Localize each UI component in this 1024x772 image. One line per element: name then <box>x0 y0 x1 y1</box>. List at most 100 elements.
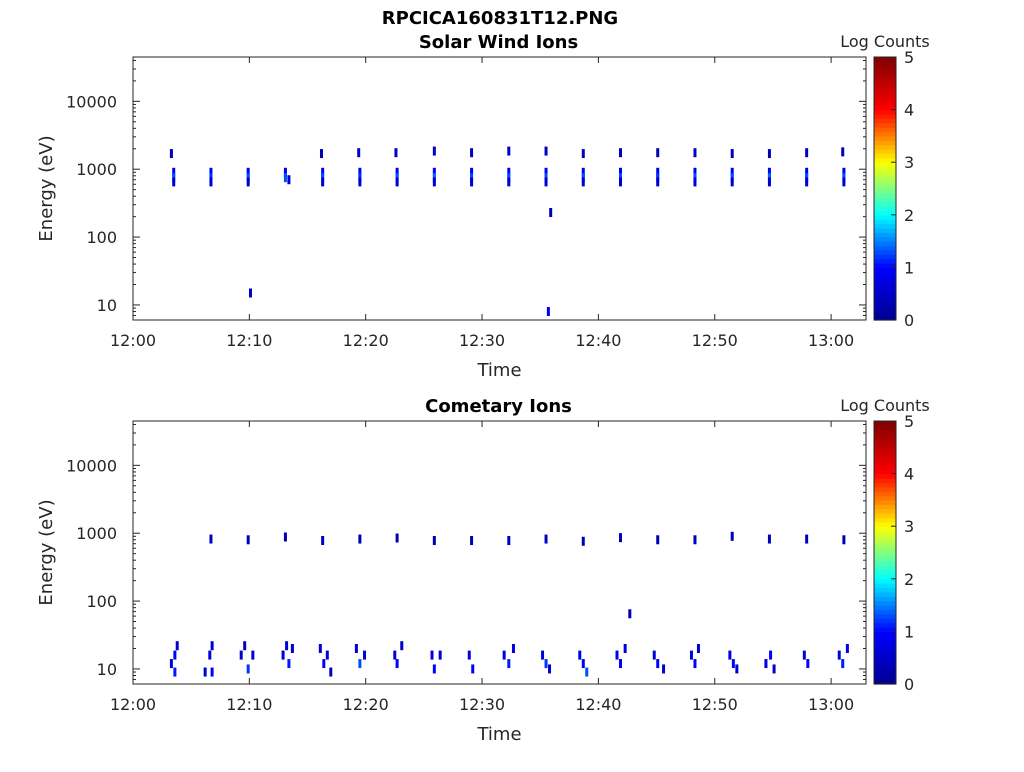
data-cell <box>319 149 323 159</box>
colorbar-segment <box>874 561 896 567</box>
data-cell <box>549 208 553 218</box>
data-cell <box>394 148 398 158</box>
data-cell <box>471 664 475 674</box>
colorbar-segment <box>874 302 896 308</box>
colorbar-segment <box>874 219 896 225</box>
data-cell <box>619 167 623 177</box>
data-cell <box>169 149 173 159</box>
data-cell <box>615 650 619 660</box>
colorbar-segment <box>874 486 896 492</box>
colorbar-segment <box>874 653 896 659</box>
colorbar-segment <box>874 109 896 115</box>
data-cell <box>246 167 250 177</box>
colorbar-segment <box>874 258 896 264</box>
data-cell <box>581 177 585 187</box>
x-tick-label: 12:30 <box>459 331 505 350</box>
x-tick-label: 12:00 <box>110 695 156 714</box>
colorbar-segment <box>874 113 896 119</box>
data-cell <box>805 148 809 158</box>
data-cell <box>175 641 179 651</box>
data-cell <box>662 664 666 674</box>
data-cell <box>209 167 213 177</box>
data-cell <box>772 664 776 674</box>
data-cell <box>805 167 809 177</box>
colorbar-label: Log Counts <box>840 396 930 415</box>
colorbar-tick-label: 1 <box>904 258 914 277</box>
colorbar-segment <box>874 473 896 479</box>
panel-title: Solar Wind Ions <box>419 32 578 53</box>
colorbar-segment <box>874 644 896 650</box>
data-cell <box>290 644 294 654</box>
colorbar-segment <box>874 526 896 532</box>
data-cell <box>358 534 362 544</box>
data-cell <box>246 177 250 187</box>
data-cell <box>287 659 291 669</box>
colorbar-segment <box>874 100 896 106</box>
colorbar-tick-label: 5 <box>904 412 914 431</box>
data-cell <box>502 650 506 660</box>
data-cell <box>249 288 253 298</box>
colorbar-segment <box>874 508 896 514</box>
x-tick-label: 13:00 <box>808 695 854 714</box>
colorbar-segment <box>874 87 896 93</box>
colorbar-segment <box>874 175 896 181</box>
colorbar-tick-label: 0 <box>904 675 914 694</box>
data-cell <box>470 536 474 546</box>
y-tick-label: 10000 <box>66 92 117 111</box>
colorbar-segment <box>874 456 896 462</box>
colorbar-segment <box>874 70 896 76</box>
data-cell <box>619 659 623 669</box>
plot-area <box>133 421 866 684</box>
x-tick-label: 12:50 <box>692 331 738 350</box>
y-tick-label: 100 <box>86 228 117 247</box>
data-cell <box>693 167 697 177</box>
data-cell <box>805 177 809 187</box>
colorbar-segment <box>874 179 896 185</box>
colorbar-segment <box>874 618 896 624</box>
data-cell <box>802 650 806 660</box>
data-cell <box>730 149 734 159</box>
data-cell <box>764 659 768 669</box>
colorbar-segment <box>874 280 896 286</box>
data-cell <box>325 650 329 660</box>
colorbar-segment <box>874 460 896 466</box>
cometary-ions-panel: 12:00 12:10 12:20 12:30 12:40 12:50 13:0010100… <box>36 396 930 745</box>
data-cell <box>693 177 697 187</box>
colorbar-segment <box>874 170 896 176</box>
data-cell <box>173 667 177 677</box>
data-cell <box>585 667 589 677</box>
colorbar-segment <box>874 464 896 470</box>
data-cell <box>322 659 326 669</box>
data-cell <box>283 167 287 177</box>
data-cell <box>251 650 255 660</box>
data-cell <box>209 534 213 544</box>
colorbar-tick-label: 1 <box>904 622 914 641</box>
data-cell <box>623 644 627 654</box>
colorbar-segment <box>874 271 896 277</box>
data-cell <box>507 167 511 177</box>
y-tick-label: 1000 <box>76 524 117 543</box>
colorbar-segment <box>874 675 896 681</box>
axes-frame <box>132 420 867 685</box>
data-cell <box>321 167 325 177</box>
colorbar-segment <box>874 83 896 89</box>
data-cell <box>689 650 693 660</box>
data-cell <box>358 177 362 187</box>
colorbar-segment <box>874 679 896 685</box>
data-cell <box>769 650 773 660</box>
colorbar-segment <box>874 232 896 238</box>
data-cell <box>841 147 845 157</box>
colorbar-segment <box>874 315 896 321</box>
colorbar-segment <box>874 78 896 84</box>
data-cell <box>172 167 176 177</box>
colorbar-segment <box>874 600 896 606</box>
data-cell <box>470 167 474 177</box>
colorbar-segment <box>874 245 896 251</box>
x-tick-label: 12:10 <box>226 331 272 350</box>
colorbar-segment <box>874 451 896 457</box>
colorbar-segment <box>874 65 896 71</box>
data-cell <box>169 659 173 669</box>
colorbar-segment <box>874 583 896 589</box>
colorbar-segment <box>874 438 896 444</box>
colorbar-segment <box>874 289 896 295</box>
